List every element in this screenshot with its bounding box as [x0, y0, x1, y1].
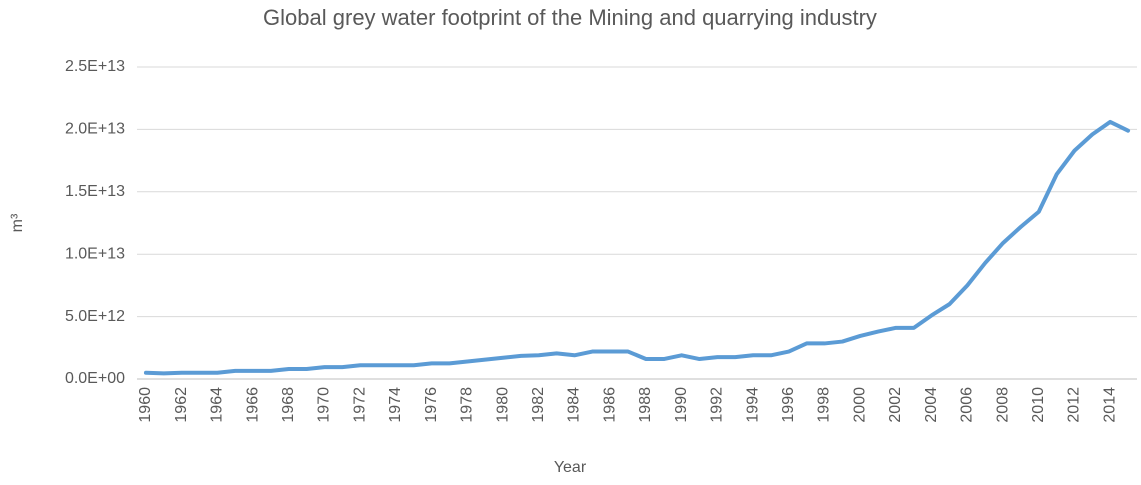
data-line [143, 119, 1131, 376]
x-tick-label: 2004 [923, 387, 940, 423]
x-tick-label: 1966 [244, 387, 261, 423]
x-tick-label: 2010 [1030, 387, 1047, 423]
chart-title: Global grey water footprint of the Minin… [263, 5, 877, 30]
x-tick-label: 2008 [994, 387, 1011, 423]
x-tick-label: 2006 [959, 387, 976, 423]
y-tick-label: 0.0E+00 [65, 370, 125, 387]
x-tick-label: 2000 [851, 387, 868, 423]
x-tick-label: 2002 [887, 387, 904, 423]
x-tick-label: 1982 [530, 387, 547, 423]
x-tick-label: 1990 [673, 387, 690, 423]
x-tick-label: 1980 [494, 387, 511, 423]
x-tick-label: 1970 [316, 387, 333, 423]
x-tick-label: 1992 [709, 387, 726, 423]
x-tick-label: 2012 [1066, 387, 1083, 423]
x-tick-label: 2014 [1101, 387, 1118, 423]
x-tick-label: 1978 [459, 387, 476, 423]
y-tick-label: 1.5E+13 [65, 183, 125, 200]
y-tick-label: 1.0E+13 [65, 245, 125, 262]
x-tick-label: 1986 [601, 387, 618, 423]
x-tick-label: 1962 [173, 387, 190, 423]
x-tick-label: 1976 [423, 387, 440, 423]
x-tick-label: 1998 [816, 387, 833, 423]
y-tick-label: 5.0E+12 [65, 308, 125, 325]
x-tick-label: 1994 [744, 387, 761, 423]
y-axis-label: m³ [9, 213, 26, 232]
y-tick-label: 2.0E+13 [65, 121, 125, 138]
x-tick-label: 1968 [280, 387, 297, 423]
x-tick-label: 1960 [137, 387, 154, 423]
x-tick-label: 1964 [209, 387, 226, 423]
x-tick-label: 1974 [387, 387, 404, 423]
x-tick-label: 1988 [637, 387, 654, 423]
x-axis-label: Year [554, 459, 587, 476]
y-tick-label: 2.5E+13 [65, 58, 125, 75]
x-tick-label: 1996 [780, 387, 797, 423]
x-tick-label: 1972 [351, 387, 368, 423]
x-tick-label: 1984 [566, 387, 583, 423]
